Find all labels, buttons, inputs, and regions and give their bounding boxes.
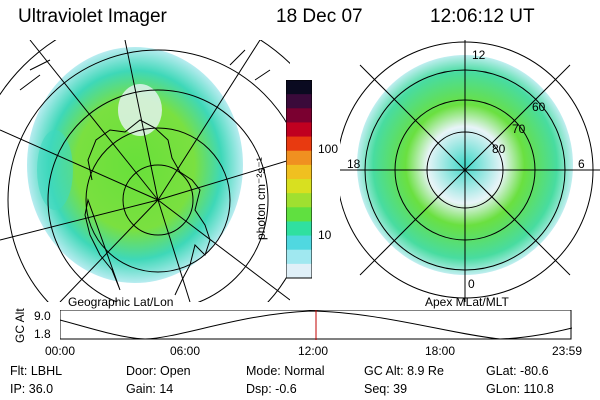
colorbar-tick-100: 100 [318, 142, 339, 156]
colorbar-segment [286, 122, 312, 138]
colorbar [286, 80, 312, 279]
timeline-ytick-low: 1.8 [34, 327, 51, 341]
colorbar-segment [286, 136, 312, 152]
info-door: Door: Open [126, 364, 191, 378]
colorbar-segment [286, 108, 312, 123]
info-mode: Mode: Normal [246, 364, 325, 378]
timeline-ytick-high: 9.0 [34, 309, 51, 323]
info-gc-alt: GC Alt: 8.9 Re [364, 364, 444, 378]
timeline-xtick-0000: 00:00 [45, 344, 76, 358]
coastline [84, 119, 211, 296]
timeline-xtick-0600: 06:00 [170, 344, 201, 358]
geographic-label: Geographic Lat/Lon [68, 295, 174, 309]
colorbar-segment [286, 207, 312, 222]
colorbar-segment [286, 235, 312, 251]
dark-patch [118, 84, 162, 136]
timeline-xtick-1200: 12:00 [298, 344, 329, 358]
info-dsp: Dsp: -0.6 [246, 382, 297, 396]
apex-label: Apex MLat/MLT [425, 295, 509, 309]
timeline-xtick-1800: 18:00 [425, 344, 456, 358]
colorbar-segment [286, 164, 312, 180]
timeline-xtick-2359: 23:59 [552, 344, 583, 358]
mlt-label-12: 12 [472, 48, 486, 62]
mlat-label-60: 60 [532, 100, 546, 114]
colorbar-tick-10: 10 [318, 228, 332, 242]
colorbar-segment [286, 193, 312, 208]
info-filter: Flt: LBHL [10, 364, 63, 378]
observation-date: 18 Dec 07 [276, 6, 363, 27]
info-glat: GLat: -80.6 [486, 364, 549, 378]
colorbar-segment [286, 263, 312, 279]
mlat-label-80: 80 [492, 142, 506, 156]
colorbar-segment [286, 94, 312, 109]
colorbar-segment [286, 249, 312, 265]
info-ip: IP: 36.0 [10, 382, 54, 396]
colorbar-segment [286, 179, 312, 194]
timeline-axis-label: GC Alt [13, 308, 27, 343]
altitude-curve [60, 310, 572, 340]
colorbar-segment [286, 221, 312, 237]
mlt-label-6: 6 [578, 157, 585, 171]
colorbar-segment [286, 80, 312, 95]
colorbar-segment [286, 150, 312, 166]
cyan-patch [37, 130, 73, 210]
info-glon: GLon: 110.8 [486, 382, 554, 396]
mlt-label-18: 18 [347, 157, 361, 171]
observation-time: 12:06:12 UT [430, 6, 535, 27]
mlat-label-70: 70 [512, 122, 526, 136]
info-gain: Gain: 14 [126, 382, 174, 396]
altitude-timeline [60, 310, 572, 340]
colorbar-unit-label: photon cm⁻²s⁻¹ [254, 157, 268, 240]
info-seq: Seq: 39 [364, 382, 408, 396]
apex-image [340, 40, 600, 302]
mlt-label-0: 0 [468, 277, 475, 291]
instrument-title: Ultraviolet Imager [18, 6, 167, 27]
geographic-image [0, 40, 290, 302]
